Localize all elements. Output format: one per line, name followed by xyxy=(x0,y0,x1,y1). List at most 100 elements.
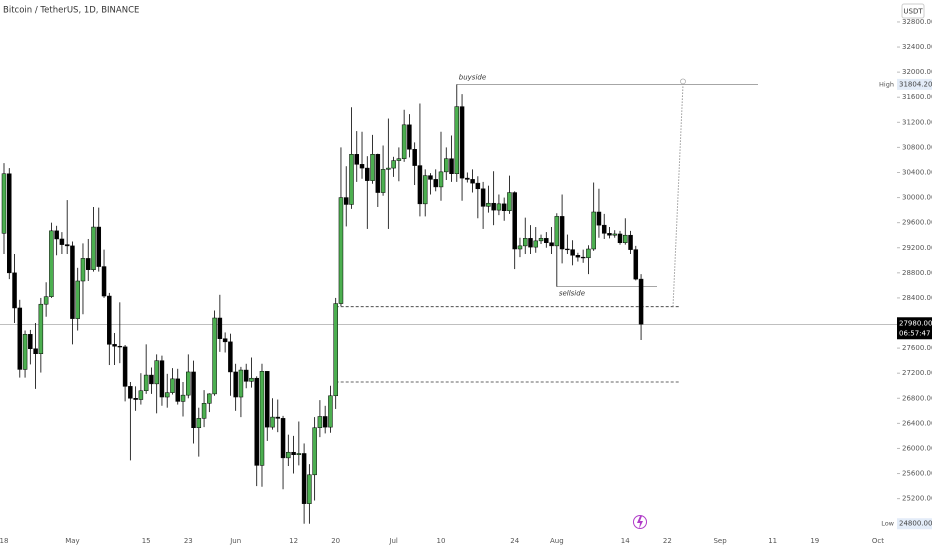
candle-body xyxy=(1,173,7,234)
candle-body xyxy=(159,360,165,398)
candle-body xyxy=(312,427,317,476)
candle-body xyxy=(180,394,186,402)
y-tick-label: 26800.00 xyxy=(902,394,932,402)
candle-body xyxy=(207,393,212,404)
candle-body xyxy=(91,226,96,270)
chart-title: Bitcoin / TetherUS, 1D, BINANCE xyxy=(3,6,139,16)
candle-body xyxy=(528,238,533,248)
candle-body xyxy=(612,233,617,236)
candle-body xyxy=(164,392,170,398)
candle-body xyxy=(343,197,349,205)
y-tick-label: 29600.00 xyxy=(902,219,932,227)
candle-body xyxy=(191,371,196,429)
candle-body xyxy=(254,377,259,466)
candle-body xyxy=(75,280,80,319)
level-label: buyside xyxy=(459,73,486,81)
candle-body xyxy=(138,390,144,400)
candle-body xyxy=(623,234,628,243)
candle-body xyxy=(391,160,396,169)
candle-body xyxy=(370,154,375,181)
candle-body xyxy=(238,369,244,398)
candle-body xyxy=(375,154,381,193)
candle-body xyxy=(243,369,249,382)
y-tick-label: 30400.00 xyxy=(902,168,932,176)
x-tick-label: 14 xyxy=(621,537,630,545)
candle-body xyxy=(122,346,128,387)
candle-body xyxy=(107,295,112,345)
y-tick-label: 26400.00 xyxy=(902,419,932,427)
candle-body xyxy=(549,242,554,247)
y-tick-label: 25600.00 xyxy=(902,470,932,478)
candle-body xyxy=(407,124,412,150)
x-tick-label: 18 xyxy=(0,537,8,545)
candle-body xyxy=(59,238,65,245)
candle-body xyxy=(280,418,286,459)
x-tick-label: 20 xyxy=(331,537,340,545)
candle-body xyxy=(338,197,344,304)
candle-body xyxy=(380,169,386,193)
candle-body xyxy=(559,216,565,250)
currency[interactable]: USDT xyxy=(903,8,923,16)
x-tick-label: Jun xyxy=(229,537,241,545)
candle-body xyxy=(538,238,544,242)
candle-body xyxy=(507,192,512,211)
candle-body xyxy=(217,317,223,339)
y-tick-label: 27200.00 xyxy=(902,369,932,377)
candle-body xyxy=(638,278,644,325)
candle-body xyxy=(401,124,407,159)
candle-body xyxy=(80,258,86,282)
y-tick-label: 31200.00 xyxy=(902,118,932,126)
candle-body xyxy=(333,303,338,397)
event-icon[interactable] xyxy=(637,516,643,529)
candle-body xyxy=(170,378,175,393)
candle-body xyxy=(307,474,312,504)
projection-line xyxy=(672,84,684,307)
candle-body xyxy=(28,334,33,349)
candle-body xyxy=(607,233,612,236)
candle-body xyxy=(522,238,528,247)
x-tick-label: 23 xyxy=(184,537,193,545)
candle-body xyxy=(533,240,539,248)
candle-body xyxy=(596,211,602,226)
candle-body xyxy=(85,258,91,270)
candle-body xyxy=(486,202,491,207)
candle-body xyxy=(64,244,70,247)
x-tick-label: Sep xyxy=(713,537,727,545)
candle-body xyxy=(154,360,159,385)
candle-body xyxy=(7,173,12,274)
candle-body xyxy=(175,378,180,402)
candle-body xyxy=(496,203,502,211)
x-tick-label: May xyxy=(65,537,79,545)
candle-body xyxy=(512,192,517,250)
y-tick-label: 28400.00 xyxy=(902,294,932,302)
y-tick-label: 26000.00 xyxy=(902,444,932,452)
candle-body xyxy=(565,248,570,251)
candle-body xyxy=(470,179,475,184)
candle-body xyxy=(386,167,391,170)
candle-body xyxy=(96,226,102,267)
candle-body xyxy=(286,451,291,459)
candle-body xyxy=(201,403,207,419)
candle-body xyxy=(317,416,323,429)
candle-body xyxy=(444,158,449,173)
candle-body xyxy=(628,234,633,250)
x-tick-label: 19 xyxy=(810,537,819,545)
last-price-box xyxy=(897,317,932,340)
candle-body xyxy=(17,307,23,370)
y-tick-label: 31600.00 xyxy=(902,93,932,101)
candle-body xyxy=(601,224,607,234)
candle-body xyxy=(322,416,328,428)
candle-body xyxy=(501,203,507,211)
candle-body xyxy=(575,255,581,258)
candle-body xyxy=(438,171,444,188)
candle-body xyxy=(475,182,481,190)
currency-box[interactable] xyxy=(901,3,925,19)
candle-body xyxy=(633,249,639,280)
candle-body xyxy=(412,149,417,166)
candle-body xyxy=(12,272,17,309)
x-tick-label: 12 xyxy=(289,537,298,545)
y-tick-label: 28800.00 xyxy=(902,269,932,277)
candle-body xyxy=(459,106,465,179)
event-icon-ring[interactable] xyxy=(633,515,647,529)
candle-body xyxy=(222,338,228,343)
